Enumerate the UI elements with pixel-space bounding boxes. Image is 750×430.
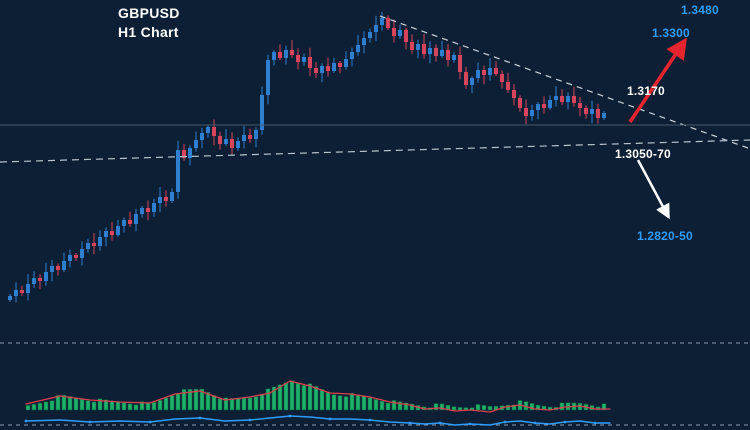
upper-target-price-label: 1.3480	[681, 3, 719, 17]
sell-target-price-label: 1.2820-50	[637, 229, 693, 243]
resistance-price-label: 1.3170	[627, 84, 665, 98]
chart-timeframe-title: H1 Chart	[118, 24, 179, 40]
chart-symbol-title: GBPUSD	[118, 5, 180, 21]
support-zone-label: 1.3050-70	[615, 147, 671, 161]
buy-target-price-label: 1.3300	[652, 26, 690, 40]
